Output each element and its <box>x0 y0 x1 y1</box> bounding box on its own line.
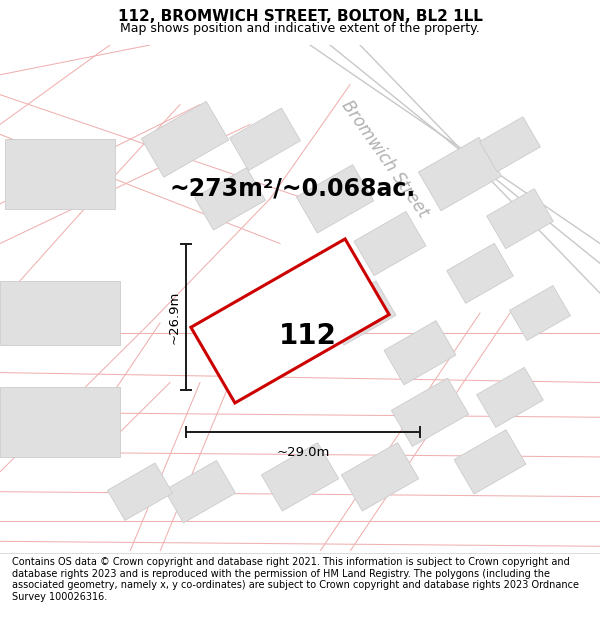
Polygon shape <box>141 101 229 178</box>
Polygon shape <box>354 211 426 276</box>
Polygon shape <box>509 286 571 341</box>
Polygon shape <box>296 164 374 233</box>
Text: 112: 112 <box>279 322 337 350</box>
Polygon shape <box>324 281 396 345</box>
Text: Map shows position and indicative extent of the property.: Map shows position and indicative extent… <box>120 22 480 35</box>
Text: Bromwich Street: Bromwich Street <box>338 98 432 221</box>
Polygon shape <box>194 168 265 230</box>
Polygon shape <box>384 321 456 385</box>
Polygon shape <box>487 189 553 249</box>
Text: ~26.9m: ~26.9m <box>167 290 181 344</box>
Polygon shape <box>230 108 301 171</box>
Polygon shape <box>476 368 544 428</box>
Polygon shape <box>0 388 120 457</box>
Polygon shape <box>418 138 502 211</box>
Polygon shape <box>454 430 526 494</box>
Polygon shape <box>391 378 469 446</box>
Polygon shape <box>446 243 514 303</box>
Polygon shape <box>5 139 115 209</box>
Polygon shape <box>191 239 389 403</box>
Polygon shape <box>479 117 541 172</box>
Polygon shape <box>341 442 419 511</box>
Text: Contains OS data © Crown copyright and database right 2021. This information is : Contains OS data © Crown copyright and d… <box>12 557 579 602</box>
Text: ~29.0m: ~29.0m <box>277 446 329 459</box>
Polygon shape <box>164 461 235 523</box>
Polygon shape <box>107 463 173 521</box>
Text: ~273m²/~0.068ac.: ~273m²/~0.068ac. <box>170 177 416 201</box>
Polygon shape <box>262 442 338 511</box>
Polygon shape <box>0 281 120 345</box>
Text: 112, BROMWICH STREET, BOLTON, BL2 1LL: 112, BROMWICH STREET, BOLTON, BL2 1LL <box>118 9 482 24</box>
